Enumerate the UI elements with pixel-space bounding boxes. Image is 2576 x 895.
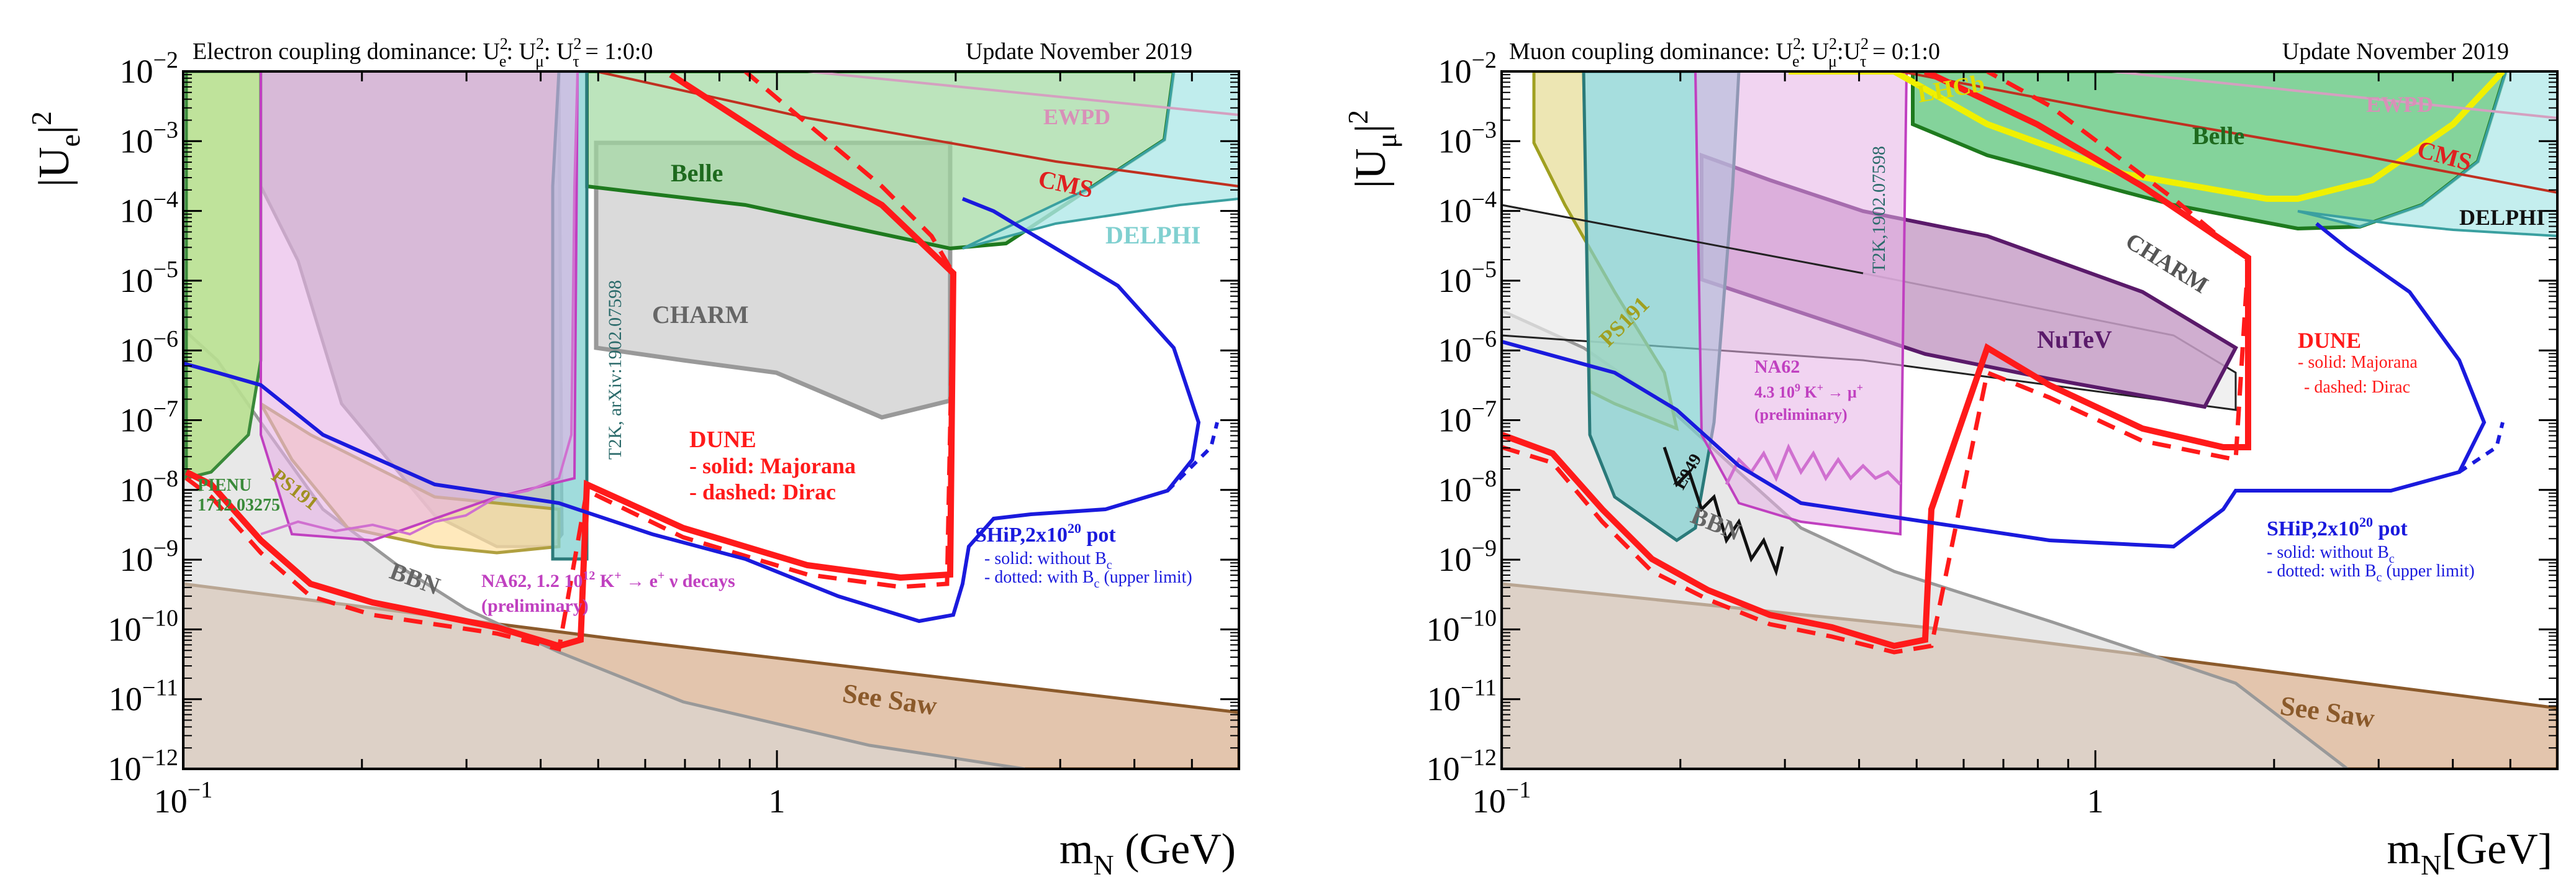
- series-ship: [1502, 222, 2487, 549]
- series-dune-majorana: [184, 71, 957, 650]
- region-na62: [260, 71, 579, 542]
- ewpd-line: [807, 71, 1239, 116]
- series-dune-dirac: [184, 71, 956, 652]
- cms-line: [1900, 71, 2557, 194]
- label-t2k: T2K,1902.07598: [1869, 146, 1889, 273]
- label-charm: CHARM: [652, 301, 749, 329]
- label-ship-title: SHiP,2x1020 pot: [2267, 514, 2408, 540]
- panel-title: Muon coupling dominance: U2 e: U2 μ:U2 τ = …: [1509, 35, 1940, 70]
- plot-content: [1502, 71, 2557, 769]
- label-ship-title: SHiP,2x1020 pot: [975, 520, 1116, 547]
- y-tick-label: 10−12: [1426, 745, 1497, 788]
- series-ship-dotted: [1166, 422, 1219, 493]
- label-na62-b: 4.3 109 K+ → μ+: [1754, 381, 1863, 401]
- na62-curve: [1725, 443, 1902, 486]
- x-axis-title: mN[GeV]: [2387, 825, 2552, 881]
- label-belle: Belle: [671, 159, 723, 187]
- y-tick-label: 10−7: [1438, 396, 1497, 439]
- x-axis-title: mN (GeV): [1059, 825, 1236, 881]
- panel-muon: 10−2 10−3 10−4 10−5 10−6 10−7 10−8 10−9 10−10 10−…: [1426, 47, 2559, 820]
- label-t2k: T2K, arXiv:1902.07598: [605, 280, 625, 460]
- y-axis-title: |Ue|2: [25, 111, 86, 187]
- label-dune-dashed: - dashed: Dirac: [689, 479, 836, 504]
- label-delphi: DELPHI: [1105, 221, 1200, 249]
- y-tick-label: 10−5: [120, 257, 178, 299]
- y-tick-label: 10−9: [1438, 535, 1497, 578]
- label-belle: Belle: [2192, 122, 2244, 150]
- y-tick-label: 10−8: [1438, 466, 1497, 509]
- region-delphi: [2297, 71, 2557, 238]
- label-ship-dotted: - dotted: with Bc (upper limit): [2267, 561, 2475, 584]
- y-tick-label: 10−12: [108, 745, 178, 788]
- y-tick-label: 10−6: [1438, 326, 1497, 369]
- label-dune-title: DUNE: [689, 427, 756, 453]
- label-na62: NA62, 1.2 1012 K+ → e+ ν decays: [481, 569, 735, 591]
- label-nutev: NuTeV: [2037, 325, 2112, 353]
- label-dune-title: DUNE: [2298, 328, 2361, 353]
- label-pienu-a: PIENU: [197, 476, 252, 495]
- y-tick-label: 10−2: [120, 47, 178, 90]
- label-ship-solid: - solid: without Bc: [2267, 543, 2395, 566]
- label-dune-solid: - solid: Majorana: [2298, 353, 2418, 372]
- update-note: Update November 2019: [2282, 39, 2509, 65]
- label-ship-solid: - solid: without Bc: [984, 549, 1112, 572]
- label-na62-prelim: (preliminary): [481, 596, 589, 616]
- series-dune-dirac: [1502, 71, 2251, 655]
- x-tick-label: 1: [769, 783, 786, 820]
- y-tick-label: 10−3: [1438, 117, 1497, 160]
- label-ewpd: EWPD: [1043, 104, 1110, 129]
- y-tick-label: 10−5: [1438, 257, 1497, 299]
- y-tick-label: 10−6: [120, 326, 178, 369]
- y-tick-label: 10−2: [1438, 47, 1497, 90]
- y-tick-label: 10−9: [120, 535, 178, 578]
- y-axis-title: |Uμ|2: [1342, 110, 1402, 188]
- ewpd-line: [2111, 71, 2557, 119]
- region-pienu: [184, 71, 263, 481]
- y-tick-label: 10−4: [120, 187, 178, 230]
- charm-line-thin: [1502, 204, 1864, 275]
- e949-curve: [1662, 447, 1784, 577]
- lhcb-line: [1789, 71, 2505, 202]
- y-tick-label: 10−10: [108, 605, 178, 648]
- x-tick-label: 10−1: [154, 777, 212, 820]
- panel-title: Electron coupling dominance: U2 e: U2 μ: U…: [193, 35, 653, 70]
- y-tick-label: 10−4: [1438, 187, 1497, 230]
- y-tick-label: 10−8: [120, 466, 178, 509]
- x-tick-label: 10−1: [1472, 777, 1531, 820]
- series-ship: [183, 197, 1201, 624]
- y-tick-label: 10−11: [109, 675, 178, 718]
- label-ship-dotted: - dotted: with Bc (upper limit): [984, 568, 1192, 591]
- label-na62-a: NA62: [1754, 357, 1800, 377]
- label-delphi: DELPHI: [2459, 205, 2545, 230]
- series-dune-majorana: [1502, 71, 2251, 650]
- y-tick-label: 10−11: [1427, 675, 1497, 718]
- region-na62: [1694, 71, 1908, 536]
- update-note: Update November 2019: [966, 39, 1192, 65]
- plot-content: [183, 71, 1239, 769]
- label-na62-prelim: (preliminary): [1754, 406, 1848, 424]
- label-ewpd: EWPD: [2366, 92, 2433, 117]
- label-dune-solid: - solid: Majorana: [689, 453, 856, 478]
- label-dune-dashed: - dashed: Dirac: [2304, 378, 2410, 397]
- ticks: 10−2 10−3 10−4 10−5 10−6 10−7 10−8 10−9 10−10 10−…: [108, 47, 1240, 820]
- y-tick-label: 10−3: [120, 117, 178, 160]
- panel-electron: 10−2 10−3 10−4 10−5 10−6 10−7 10−8 10−9 10−10 10−…: [108, 47, 1240, 820]
- y-tick-label: 10−10: [1426, 605, 1497, 648]
- ticks: 10−2 10−3 10−4 10−5 10−6 10−7 10−8 10−9 10−10 10−…: [1426, 47, 2559, 820]
- label-pienu-b: 1712.03275: [197, 496, 280, 515]
- y-tick-label: 10−7: [120, 396, 178, 439]
- x-tick-label: 1: [2087, 783, 2104, 820]
- na62-curve: [260, 71, 579, 536]
